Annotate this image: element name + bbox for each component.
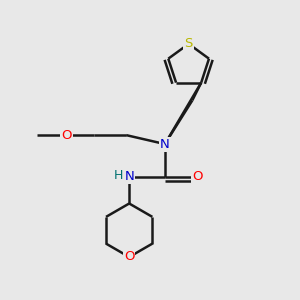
Text: N: N [160, 138, 170, 151]
Text: O: O [192, 170, 203, 183]
Text: S: S [184, 38, 193, 50]
Text: H: H [114, 169, 124, 182]
Text: N: N [124, 170, 134, 183]
Text: O: O [61, 129, 72, 142]
Text: O: O [124, 250, 134, 263]
